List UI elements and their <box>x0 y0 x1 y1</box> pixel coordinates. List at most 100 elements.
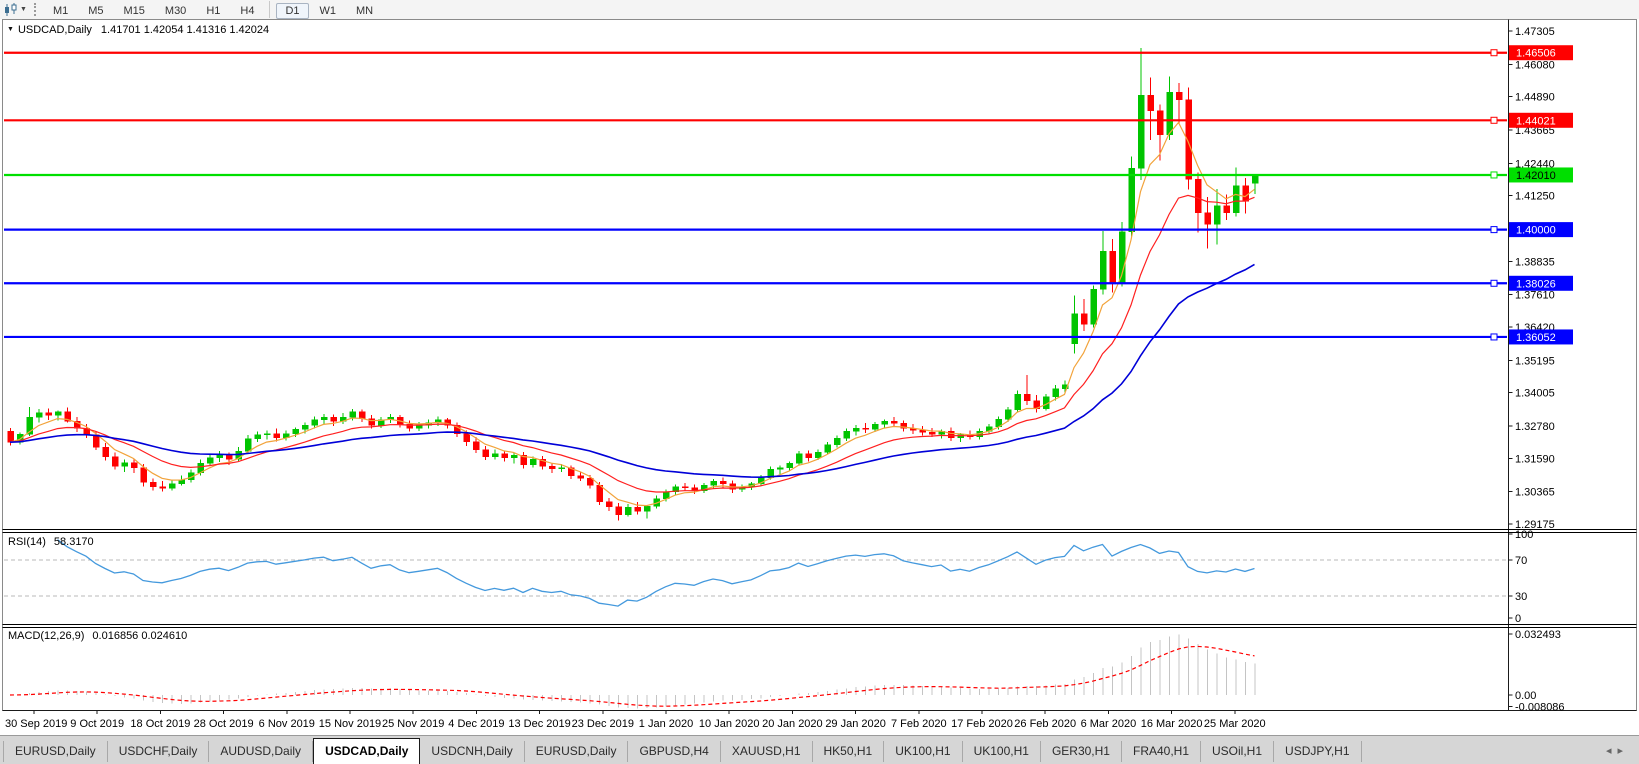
price-tick-label: 1.29175 <box>1515 519 1555 531</box>
chart-symbol-period: USDCAD,Daily <box>17 24 92 36</box>
toolbar-grip-handle[interactable] <box>33 3 36 16</box>
chart-tab-hk50-h1[interactable]: HK50,H1 <box>813 741 885 762</box>
price-tick-label: 1.30365 <box>1515 487 1555 499</box>
price-tick-label: 1.43665 <box>1515 125 1555 137</box>
chart-title: ▼ USDCAD,Daily 1.41701 1.42054 1.41316 1.4… <box>7 24 269 36</box>
price-tick-label: 1.37610 <box>1515 290 1555 302</box>
chart-tab-uk100-h1[interactable]: UK100,H1 <box>884 741 963 762</box>
price-level-badge-label: 1.38026 <box>1516 278 1556 290</box>
chart-tab-usdcad-daily[interactable]: USDCAD,Daily <box>313 738 421 764</box>
date-tick-label: 25 Mar 2020 <box>1204 718 1266 730</box>
chart-tab-usdchf-daily[interactable]: USDCHF,Daily <box>108 741 210 762</box>
date-tick-label: 1 Jan 2020 <box>639 718 693 730</box>
price-tick-label: 1.44890 <box>1515 92 1555 104</box>
timeframe-buttons-group: M1 M5 M15 M30 H1 H4 D1 W1 MN <box>43 0 383 19</box>
timeframe-button-mn[interactable]: MN <box>356 4 374 17</box>
chart-tab-audusd-daily[interactable]: AUDUSD,Daily <box>209 741 314 762</box>
chevron-down-icon[interactable]: ▼ <box>20 6 27 13</box>
chart-window[interactable]: 1.47305 1.46080 1.44890 1.43665 1.42440 1.412… <box>0 19 1639 735</box>
chart-tab-usoil-h1[interactable]: USOil,H1 <box>1201 741 1275 762</box>
macd-axis-label: -0.008086 <box>1515 702 1565 714</box>
rsi-axis-label: 70 <box>1515 555 1527 567</box>
timeframe-button-h4[interactable]: H4 <box>240 4 255 17</box>
chart-tab-xauusd-h1[interactable]: XAUUSD,H1 <box>721 741 813 762</box>
level-line-handle[interactable] <box>1490 333 1498 341</box>
chart-tab-fra40-h1[interactable]: FRA40,H1 <box>1122 741 1202 762</box>
tab-scroll-right-icon[interactable]: ▸ <box>1617 745 1629 757</box>
level-line-handle[interactable] <box>1490 171 1498 179</box>
date-tick-label: 29 Jan 2020 <box>825 718 886 730</box>
chart-tab-eurusd-daily[interactable]: EURUSD,Daily <box>525 741 629 762</box>
date-tick-label: 9 Oct 2019 <box>70 718 124 730</box>
toolbar-divider <box>269 0 271 18</box>
tab-scroll-left-icon[interactable]: ◂ <box>1605 745 1618 757</box>
timeframe-button-h1[interactable]: H1 <box>206 4 221 17</box>
rsi-indicator-label: RSI(14) 58.3170 <box>8 536 94 548</box>
rsi-line <box>57 539 1255 607</box>
price-level-badge <box>1509 112 1573 128</box>
date-tick-label: 26 Feb 2020 <box>1014 718 1076 730</box>
chart-tab-eurusd-daily[interactable]: EURUSD,Daily <box>3 741 108 762</box>
timeframe-button-d1[interactable]: D1 <box>276 2 309 19</box>
date-tick-label: 20 Jan 2020 <box>762 718 823 730</box>
date-tick-label: 17 Feb 2020 <box>951 718 1013 730</box>
level-line-handle[interactable] <box>1490 226 1498 234</box>
price-level-badge-label: 1.40000 <box>1516 225 1556 237</box>
price-tick-label: 1.31590 <box>1515 453 1555 465</box>
macd-pane <box>9 634 1256 709</box>
price-level-badge <box>1509 275 1573 291</box>
rsi-name: RSI(14) <box>8 536 46 548</box>
date-tick-label: 7 Feb 2020 <box>891 718 947 730</box>
price-level-badge-label: 1.42010 <box>1516 170 1556 182</box>
level-line-handle[interactable] <box>1490 279 1498 287</box>
macd-axis-label: 0.032493 <box>1515 629 1561 641</box>
pane-separators[interactable] <box>2 529 1637 711</box>
date-axis[interactable]: 30 Sep 2019 9 Oct 2019 18 Oct 2019 28 Oct 2… <box>5 710 1266 731</box>
price-level-badge <box>1509 329 1573 345</box>
timeframe-button-w1[interactable]: W1 <box>319 4 337 17</box>
tab-scroll-arrows: ◂▸ <box>1606 744 1629 757</box>
ma-mid-line <box>9 194 1255 493</box>
level-line-handle[interactable] <box>1490 116 1498 124</box>
timeframe-button-m30[interactable]: M30 <box>164 4 187 17</box>
price-tick-label: 1.46080 <box>1515 59 1555 71</box>
price-tick-label: 1.32780 <box>1515 421 1555 433</box>
date-tick-label: 18 Oct 2019 <box>130 718 190 730</box>
timeframe-toolbar: ▼ M1 M5 M15 M30 H1 H4 D1 W1 MN <box>0 0 1639 20</box>
horizontal-level-lines[interactable] <box>4 49 1507 341</box>
price-tick-label: 1.34005 <box>1515 388 1555 400</box>
date-tick-label: 6 Nov 2019 <box>259 718 315 730</box>
timeframe-button-m1[interactable]: M1 <box>52 4 69 17</box>
collapse-triangle-icon[interactable]: ▼ <box>7 26 14 33</box>
date-tick-label: 23 Dec 2019 <box>572 718 634 730</box>
price-tick-label: 1.47305 <box>1515 26 1555 38</box>
price-level-badge <box>1509 45 1573 61</box>
chart-tab-bar: EURUSD,Daily USDCHF,Daily AUDUSD,Daily USDC… <box>0 735 1639 764</box>
chart-tab-usdjpy-h1[interactable]: USDJPY,H1 <box>1274 741 1362 762</box>
chart-tab-uk100-h1[interactable]: UK100,H1 <box>963 741 1041 762</box>
chart-tab-ger30-h1[interactable]: GER30,H1 <box>1041 741 1122 762</box>
date-tick-label: 15 Nov 2019 <box>319 718 381 730</box>
candlestick-chart-icon[interactable] <box>3 2 19 17</box>
date-tick-label: 10 Jan 2020 <box>699 718 760 730</box>
macd-name: MACD(12,26,9) <box>8 630 85 642</box>
price-tick-label: 1.41250 <box>1515 191 1555 203</box>
date-tick-label: 6 Mar 2020 <box>1081 718 1137 730</box>
chart-tab-gbpusd-h4[interactable]: GBPUSD,H4 <box>628 741 721 762</box>
rsi-axis-label: 0 <box>1515 613 1521 625</box>
level-line-handle[interactable] <box>1490 49 1498 57</box>
timeframe-button-m5[interactable]: M5 <box>88 4 104 17</box>
timeframe-button-m15[interactable]: M15 <box>123 4 145 17</box>
macd-axis-label: 0.00 <box>1515 690 1536 702</box>
price-level-badge <box>1509 167 1573 183</box>
price-level-badge-label: 1.46506 <box>1516 48 1556 60</box>
macd-indicator-label: MACD(12,26,9) 0.016856 0.024610 <box>8 630 187 642</box>
price-level-badge-label: 1.36052 <box>1516 332 1556 344</box>
macd-signal-line <box>9 645 1255 707</box>
rsi-pane <box>4 539 1507 607</box>
date-tick-label: 16 Mar 2020 <box>1141 718 1203 730</box>
price-tick-label: 1.35195 <box>1515 355 1555 367</box>
price-tick-label: 1.42440 <box>1515 158 1555 170</box>
chart-tab-usdcnh-daily[interactable]: USDCNH,Daily <box>420 741 525 762</box>
